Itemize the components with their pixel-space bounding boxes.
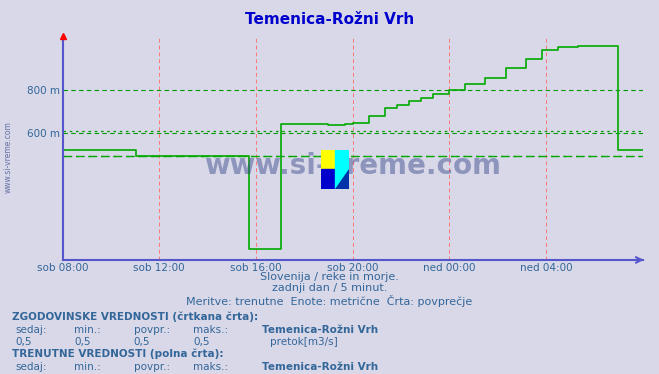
Text: sedaj:: sedaj: bbox=[15, 362, 47, 372]
Text: TRENUTNE VREDNOSTI (polna črta):: TRENUTNE VREDNOSTI (polna črta): bbox=[12, 349, 223, 359]
Text: ZGODOVINSKE VREDNOSTI (črtkana črta):: ZGODOVINSKE VREDNOSTI (črtkana črta): bbox=[12, 311, 258, 322]
Polygon shape bbox=[321, 150, 335, 169]
Text: Temenica-Rožni Vrh: Temenica-Rožni Vrh bbox=[262, 325, 378, 335]
Text: 0,5: 0,5 bbox=[74, 337, 91, 347]
Text: Temenica-Rožni Vrh: Temenica-Rožni Vrh bbox=[262, 362, 378, 372]
Text: www.si-vreme.com: www.si-vreme.com bbox=[204, 153, 501, 181]
Text: Slovenija / reke in morje.: Slovenija / reke in morje. bbox=[260, 272, 399, 282]
Text: zadnji dan / 5 minut.: zadnji dan / 5 minut. bbox=[272, 283, 387, 294]
Text: maks.:: maks.: bbox=[193, 362, 228, 372]
Text: min.:: min.: bbox=[74, 325, 101, 335]
Polygon shape bbox=[335, 150, 349, 189]
Text: www.si-vreme.com: www.si-vreme.com bbox=[4, 121, 13, 193]
Text: sedaj:: sedaj: bbox=[15, 325, 47, 335]
Text: Temenica-Rožni Vrh: Temenica-Rožni Vrh bbox=[245, 12, 414, 27]
Polygon shape bbox=[335, 169, 349, 189]
Text: maks.:: maks.: bbox=[193, 325, 228, 335]
Text: 0,5: 0,5 bbox=[134, 337, 150, 347]
Text: pretok[m3/s]: pretok[m3/s] bbox=[270, 337, 338, 347]
Text: Meritve: trenutne  Enote: metrične  Črta: povprečje: Meritve: trenutne Enote: metrične Črta: … bbox=[186, 295, 473, 307]
Text: 0,5: 0,5 bbox=[193, 337, 210, 347]
Text: povpr.:: povpr.: bbox=[134, 362, 170, 372]
Text: povpr.:: povpr.: bbox=[134, 325, 170, 335]
Text: min.:: min.: bbox=[74, 362, 101, 372]
Polygon shape bbox=[321, 169, 335, 189]
Text: 0,5: 0,5 bbox=[15, 337, 32, 347]
